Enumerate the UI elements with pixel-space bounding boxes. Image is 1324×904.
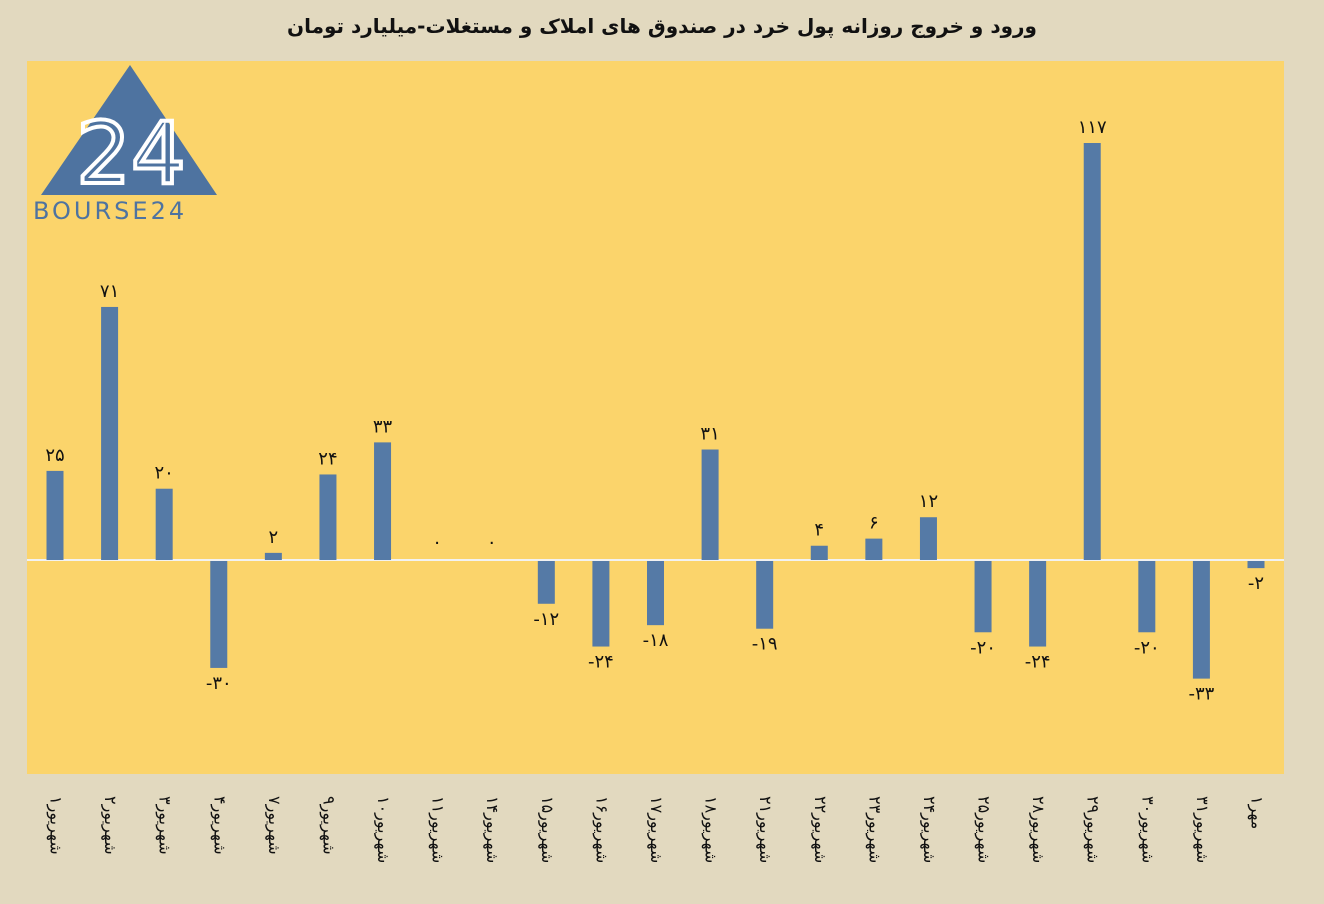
data-label: ۲۴: [318, 448, 337, 469]
x-axis: ۱شهریور ۲شهریور ۳شهریور ۴شهریور ۷شهریور ۹شهری…: [46, 796, 1267, 863]
bar: [46, 470, 64, 560]
x-tick-label: ۳۱شهریور: [1192, 796, 1212, 863]
data-label: ۰: [432, 532, 442, 553]
x-tick-label: ۲۳شهریور: [864, 796, 884, 863]
bar: [319, 474, 337, 560]
logo-triangle-icon: [41, 65, 217, 195]
x-tick-label: ۲۹شهریور: [1083, 796, 1103, 863]
data-label: -۳۰: [206, 673, 232, 694]
x-tick-label: ۳۰شهریور: [1137, 796, 1157, 863]
bar: [374, 442, 392, 560]
data-label: -۳۳: [1188, 684, 1214, 705]
x-tick-label: ۲۴شهریور: [919, 796, 939, 863]
logo-mark: 24: [76, 104, 185, 204]
data-label: ۴: [814, 520, 824, 541]
bar: [1138, 561, 1156, 633]
x-tick-label: ۱شهریور: [46, 796, 66, 855]
data-label: ۲۵: [45, 445, 64, 466]
x-tick-label: ۲۲شهریور: [810, 796, 830, 863]
data-label: -۲۴: [1025, 652, 1051, 673]
x-tick-label: ۱۷شهریور: [646, 796, 666, 863]
x-tick-label: ۴شهریور: [209, 796, 229, 855]
data-label: -۲: [1248, 573, 1264, 594]
data-label: ۷۱: [100, 281, 119, 302]
x-tick-label: ۲۱شهریور: [755, 796, 775, 863]
data-label: ۱۱۷: [1078, 117, 1107, 138]
data-label: -۱۲: [533, 609, 559, 630]
bar: [1247, 561, 1265, 569]
bar: [155, 488, 173, 560]
bar: [210, 561, 228, 668]
bar: [592, 561, 610, 647]
logo-text: BOURSE24: [33, 197, 188, 225]
bar-chart: ۲۵ ۷۱ ۲۰ -۳۰ ۲ ۲۴ ۳۳ ۰ ۰ -۱۲ -۲۴ -۱۸ ۳۱ -۱۹ ۴ ۶ ۱۲ -۲۰ -۲۴…: [27, 117, 1284, 705]
bar: [919, 517, 937, 560]
x-tick-label: ۲۵شهریور: [974, 796, 994, 863]
data-label: -۱۹: [752, 634, 778, 655]
x-tick-label: ۱۶شهریور: [591, 796, 611, 863]
bar: [810, 545, 828, 560]
data-label: ۱۲: [919, 491, 938, 512]
data-label: ۲۰: [155, 463, 174, 484]
x-tick-label: ۷شهریور: [264, 796, 284, 855]
bar: [537, 561, 555, 604]
data-label: -۱۸: [643, 630, 669, 651]
bar: [865, 538, 883, 560]
bar: [1029, 561, 1047, 647]
plot-area: ۲۵ ۷۱ ۲۰ -۳۰ ۲ ۲۴ ۳۳ ۰ ۰ -۱۲ -۲۴ -۱۸ ۳۱ -۱۹ ۴ ۶ ۱۲ -۲۰ -۲۴…: [27, 61, 1284, 774]
x-tick-label: ۲شهریور: [100, 796, 120, 855]
data-label: ۰: [487, 532, 497, 553]
data-label: -۲۰: [1134, 637, 1160, 658]
bar: [101, 306, 119, 560]
x-tick-label: ۱۸شهریور: [701, 796, 721, 863]
data-label: ۲: [269, 527, 279, 548]
data-label: -۲۴: [588, 652, 614, 673]
bar: [701, 449, 719, 560]
bourse24-logo: 24: [41, 65, 217, 205]
bar: [1192, 561, 1210, 679]
x-tick-label: ۱۱شهریور: [428, 796, 448, 863]
data-label: ۳۱: [700, 424, 719, 445]
bar: [647, 561, 664, 626]
x-tick-label: ۱مهر: [1247, 796, 1267, 829]
x-tick-label: ۱۰شهریور: [373, 796, 393, 863]
x-tick-label: ۹شهریور: [318, 796, 338, 855]
x-tick-label: ۱۴شهریور: [482, 796, 502, 863]
data-label: ۳۳: [373, 416, 393, 437]
x-tick-label: ۲۸شهریور: [1028, 796, 1048, 863]
bar: [264, 552, 282, 560]
x-tick-label: ۳شهریور: [155, 796, 175, 855]
bar: [1083, 143, 1101, 560]
bar: [974, 561, 992, 633]
bar: [756, 561, 774, 629]
data-label: -۲۰: [970, 637, 996, 658]
data-label: ۶: [869, 513, 879, 534]
x-tick-label: ۱۵شهریور: [537, 796, 557, 863]
chart-title: ورود و خروج روزانه پول خرد در صندوق های …: [287, 14, 1037, 38]
